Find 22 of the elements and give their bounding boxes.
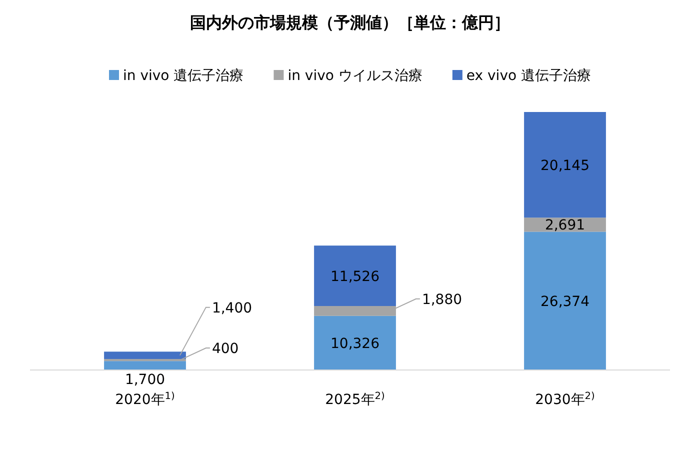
legend-label: in vivo ウイルス治療 — [288, 68, 422, 84]
data-label: 10,326 — [330, 336, 380, 352]
x-tick-label: 2025年$^{2)}$ — [325, 390, 385, 408]
data-label: 1,400 — [212, 300, 252, 316]
x-tick-label: 2020年$^{1)}$ — [115, 390, 175, 408]
legend-label: ex vivo 遺伝子治療 — [466, 68, 591, 84]
bar — [314, 316, 396, 370]
data-label: 26,374 — [540, 294, 590, 310]
data-label: 11,526 — [330, 268, 380, 285]
data-label: 2,691 — [544, 218, 586, 234]
data-label: 400 — [212, 341, 239, 358]
data-label: 1,700 — [124, 372, 166, 388]
bar — [104, 352, 186, 359]
data-label: 1,880 — [422, 292, 462, 308]
legend-label: in vivo 遺伝子治療 — [123, 68, 244, 84]
bar — [524, 232, 606, 370]
bar — [314, 246, 396, 306]
bar — [104, 361, 186, 370]
x-tick-label: 2030年$^{2)}$ — [535, 390, 595, 408]
bar — [524, 112, 606, 218]
chart-title: 国内外の市場規模（予測値）［単位：億円］ — [190, 13, 510, 32]
data-label: 20,145 — [540, 158, 590, 174]
